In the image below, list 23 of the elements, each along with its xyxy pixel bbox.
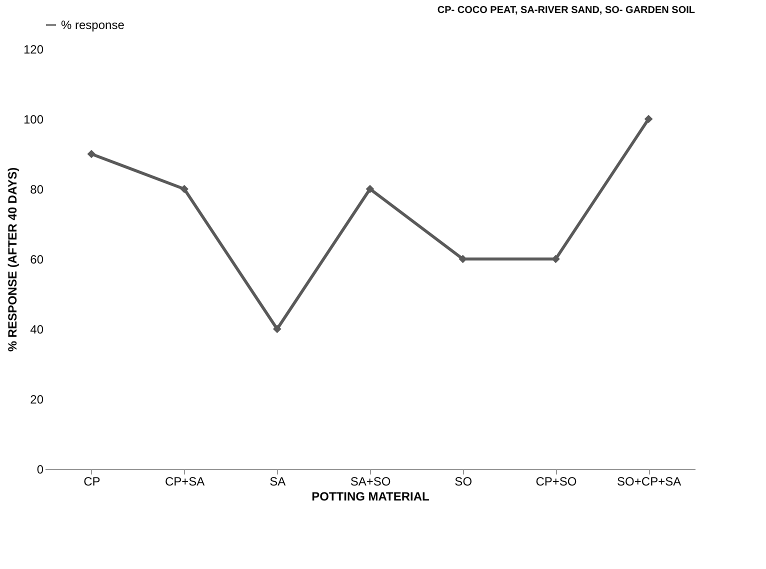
point [644,114,653,124]
y-axis-title: % RESPONSE (AFTER 40 DAYS) [5,167,20,352]
x-tick-label: CP+SA [164,474,205,488]
y-tick-label: 120 [23,42,44,56]
legend-label: % response [61,18,125,32]
y-tick-label: 60 [30,252,44,266]
y-tick-label: 80 [30,182,44,196]
y-tick-label: 0 [36,462,44,476]
y-tick-label: 40 [30,322,44,336]
x-tick-label: SO [454,474,472,488]
point [87,150,96,158]
y-tick-label: 100 [23,112,44,126]
x-tick-label: SA [270,474,286,488]
x-tick-label: CP [84,474,100,488]
x-tick-label: SA+SO [350,474,391,488]
x-tick-label: SO+CP+SA [617,474,682,488]
y-tick-label: 20 [30,392,44,406]
point [272,324,282,334]
x-axis-title: POTTING MATERIAL [312,490,430,504]
point [366,184,374,194]
x-tick-label: CP+SO [536,474,577,488]
text: CP- COCO PEAT, SA-RIVER SAND, SO- GARDEN SOIL [437,5,695,16]
point [180,184,188,194]
